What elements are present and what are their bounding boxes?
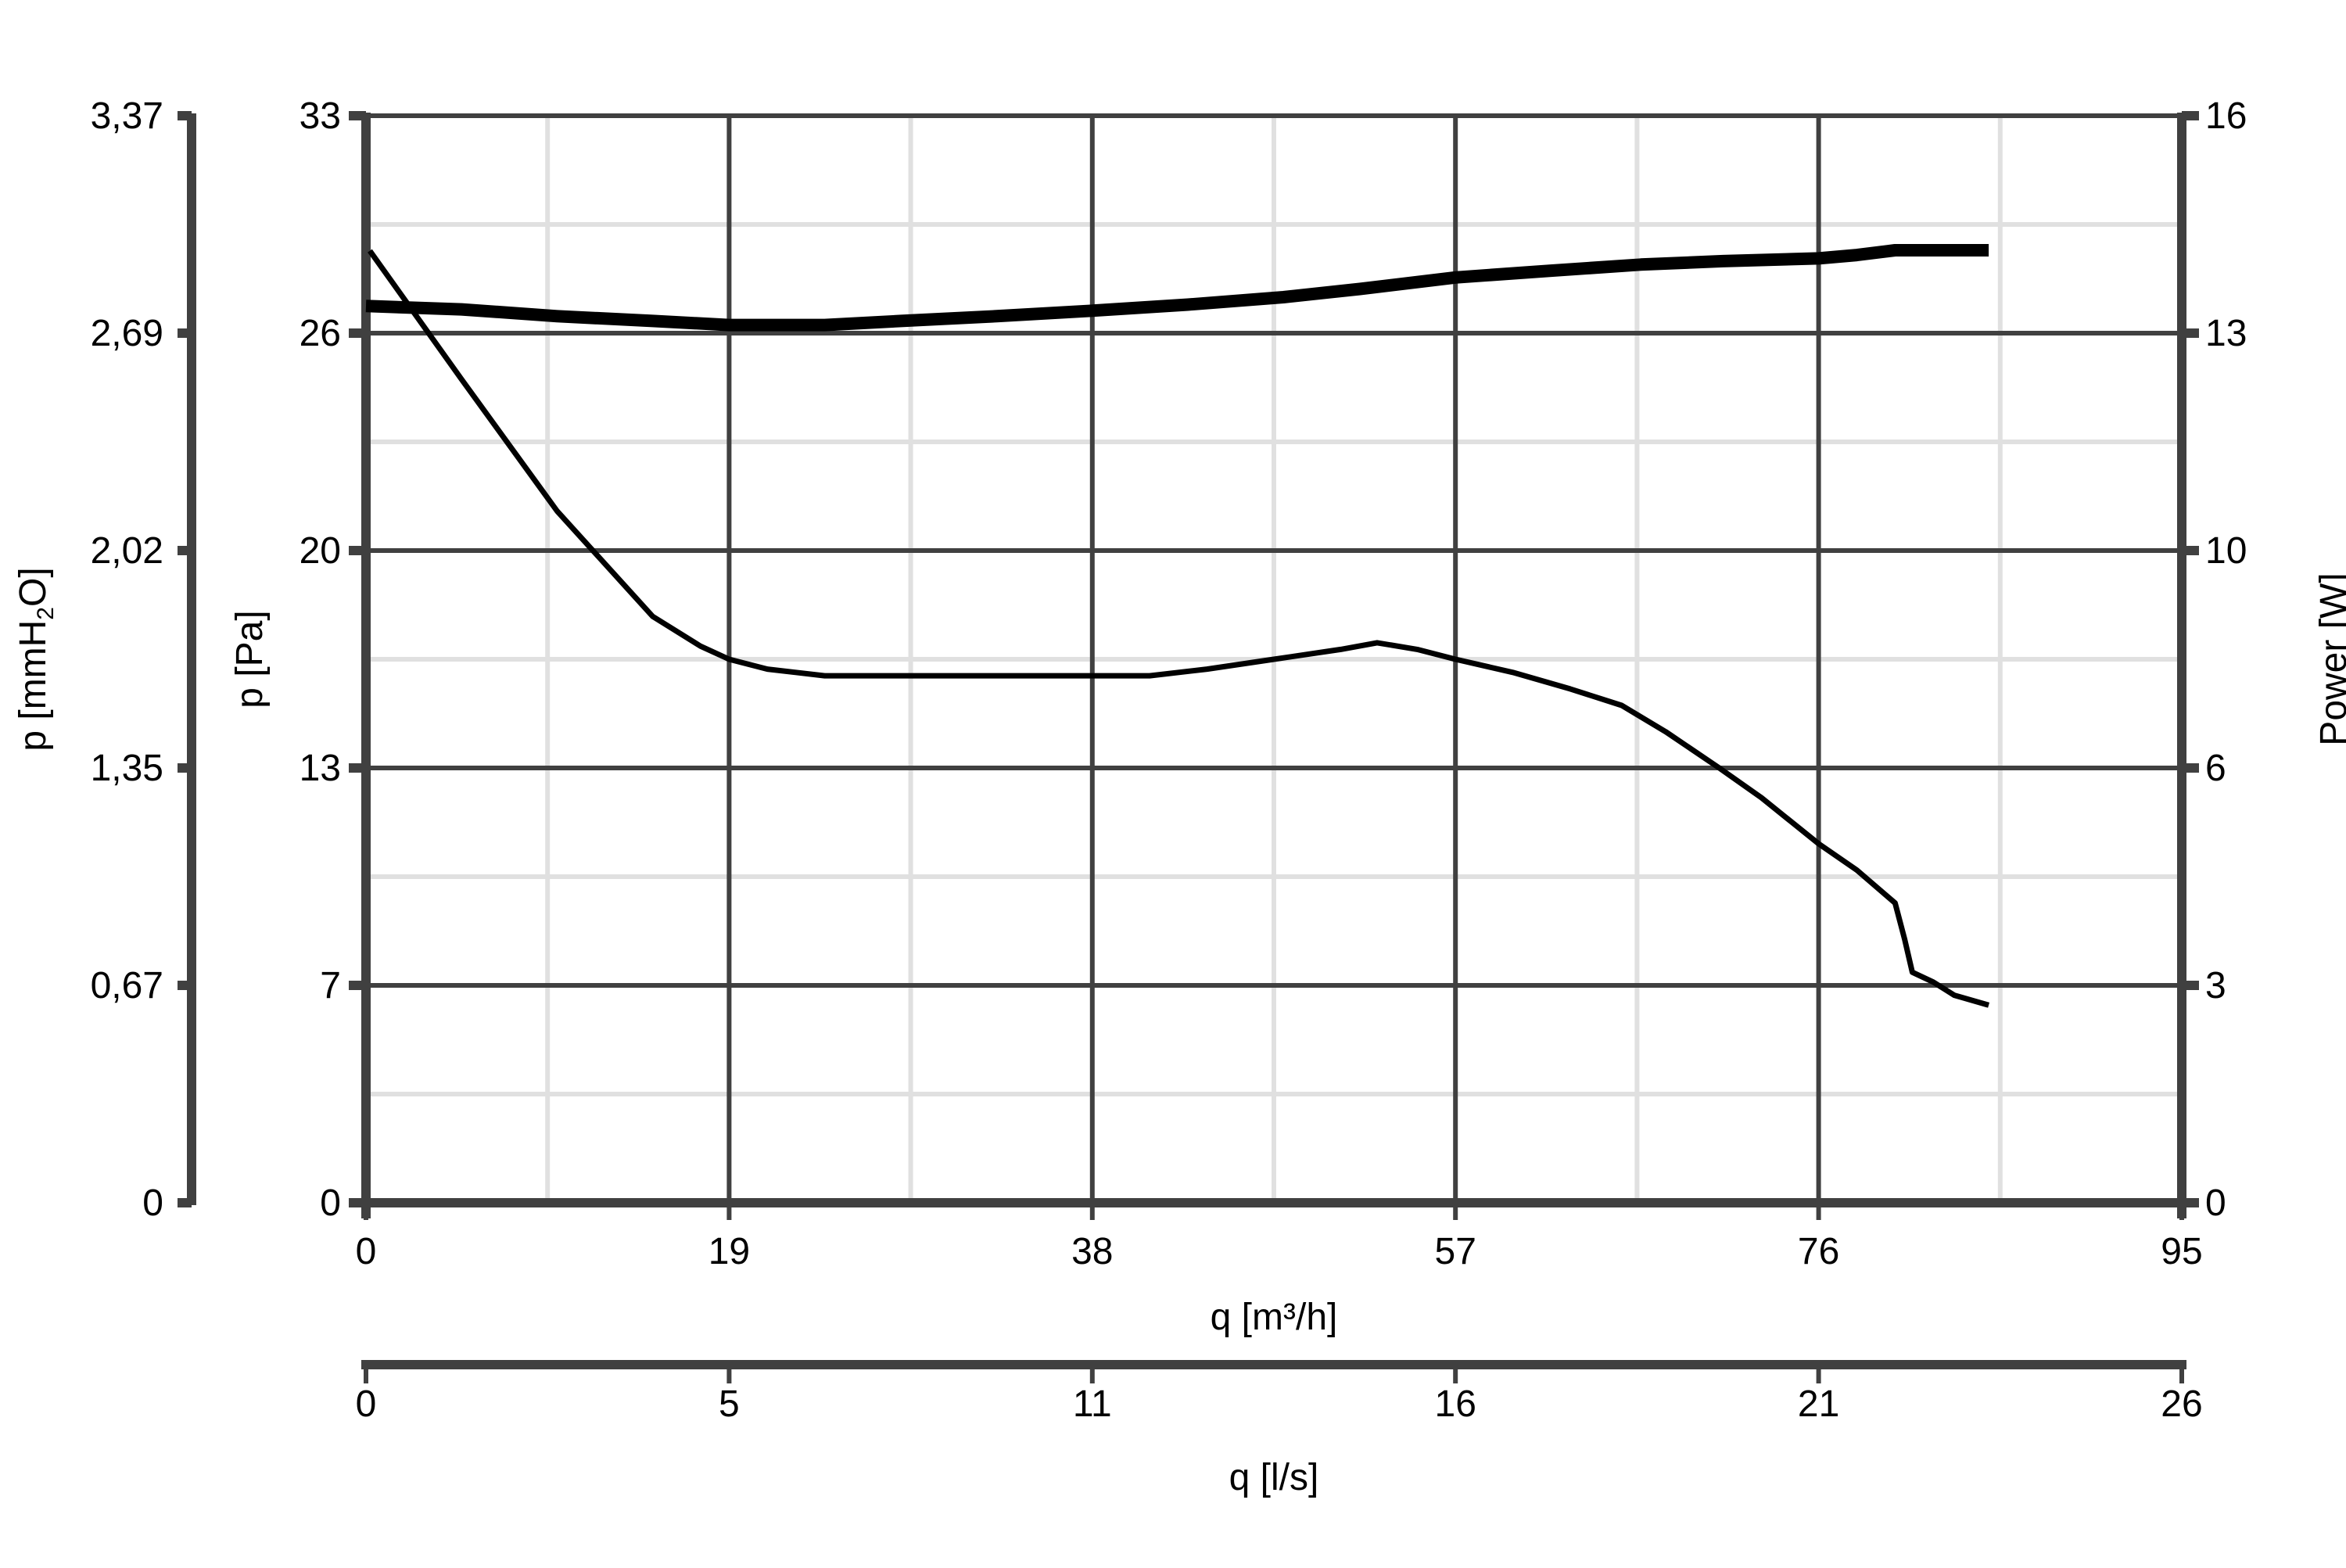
x-tick-label-m3h: 95 bbox=[2161, 1231, 2202, 1272]
x-tick-label-m3h: 38 bbox=[1071, 1231, 1113, 1272]
y-tick-label-mmh2o: 2,02 bbox=[91, 530, 163, 572]
data-curves bbox=[365, 244, 1990, 1008]
x-tick-label-ls: 0 bbox=[356, 1383, 377, 1425]
x-tick-label-m3h: 57 bbox=[1435, 1231, 1476, 1272]
y-tick-label-mmh2o: 0,67 bbox=[91, 965, 163, 1006]
y-tick-label-mmh2o: 0 bbox=[142, 1182, 163, 1224]
x-tick-label-ls: 5 bbox=[719, 1383, 740, 1425]
y-axis-title-mmh2o: p [mmH2O] bbox=[13, 567, 59, 751]
y-tick-label-pa: 0 bbox=[320, 1182, 341, 1224]
y-tick-label-pa: 7 bbox=[320, 965, 341, 1006]
axes bbox=[178, 111, 2199, 1383]
mmh2o-label-sub: 2 bbox=[33, 607, 59, 620]
y-tick-label-mmh2o: 2,69 bbox=[91, 313, 163, 354]
y-tick-label-power: 16 bbox=[2205, 95, 2247, 137]
y-tick-label-pa: 33 bbox=[300, 95, 341, 137]
y-tick-label-power: 10 bbox=[2205, 530, 2247, 572]
y-tick-label-pa: 26 bbox=[300, 313, 341, 354]
y-tick-label-mmh2o: 3,37 bbox=[91, 95, 163, 137]
y-tick-label-mmh2o: 1,35 bbox=[91, 748, 163, 789]
y-tick-label-pa: 13 bbox=[300, 748, 341, 789]
power-curve bbox=[365, 244, 1989, 332]
x-tick-label-ls: 16 bbox=[1435, 1383, 1476, 1425]
x-tick-label-m3h: 19 bbox=[708, 1231, 750, 1272]
x-tick-label-m3h: 76 bbox=[1798, 1231, 1839, 1272]
y-tick-label-power: 6 bbox=[2205, 748, 2226, 789]
y-tick-label-power: 0 bbox=[2205, 1182, 2226, 1224]
x-tick-label-ls: 21 bbox=[1798, 1383, 1839, 1425]
y-axis-title-pa: p [Pa] bbox=[229, 610, 271, 708]
mmh2o-label-suffix: O] bbox=[13, 567, 54, 607]
y-axis-title-power: Power [W] bbox=[2313, 572, 2346, 745]
x-tick-label-ls: 26 bbox=[2161, 1383, 2202, 1425]
mmh2o-label-prefix: p [mmH bbox=[13, 620, 54, 752]
x-tick-label-ls: 11 bbox=[1073, 1383, 1112, 1425]
y-tick-label-power: 13 bbox=[2205, 313, 2247, 354]
y-tick-label-pa: 20 bbox=[300, 530, 341, 572]
tick-labels: 0 19 38 57 76 950 5 11 16 21 26071320263300,671,35… bbox=[91, 95, 2247, 1425]
pressure-curve bbox=[368, 249, 1990, 1008]
x-axis-title-m3h: q [m³/h] bbox=[1211, 1297, 1338, 1338]
y-tick-label-power: 3 bbox=[2205, 965, 2226, 1006]
x-tick-label-m3h: 0 bbox=[356, 1231, 377, 1272]
x-axis-title-ls: q [l/s] bbox=[1229, 1457, 1319, 1498]
